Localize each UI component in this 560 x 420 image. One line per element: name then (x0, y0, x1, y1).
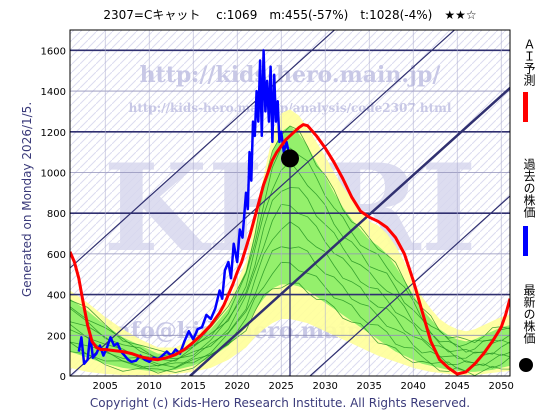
y-tick-label-0: 0 (60, 372, 66, 383)
forecast-band-line-5 (70, 187, 510, 360)
x-tick-label-2040: 2040 (400, 381, 425, 392)
chart-title: 2307=Cキャット c:1069 m:455(-57%) t:1028(-4%… (103, 8, 477, 22)
legend-past-price-swatch (523, 226, 528, 256)
watermark-url: http://kids-hero.main.jp/ (140, 62, 442, 88)
series-past_price (77, 49, 292, 366)
series-ai_forecast (70, 123, 510, 376)
x-tick-label-2045: 2045 (444, 381, 469, 392)
x-tick-label-2050: 2050 (488, 381, 513, 392)
legend-ai-forecast-swatch (523, 92, 528, 122)
plot-frame (69, 29, 511, 377)
latest-price-marker (281, 149, 299, 168)
legend-ai-forecast-label: ＡＩ予測 (522, 38, 536, 86)
legend-latest-price-label: 最新の株価 (522, 284, 536, 344)
y-tick-label-1400: 1400 (41, 87, 66, 98)
x-tick-label-2005: 2005 (92, 381, 117, 392)
tick-labels: 0 200 400 600 800 1000 1200 1400 1600 2005 2010 201… (41, 46, 514, 392)
y-tick-label-200: 200 (47, 331, 66, 342)
copyright-text: Copyright (c) Kids-Hero Research Institu… (89, 396, 471, 410)
x-tick-label-2010: 2010 (136, 381, 161, 392)
series-group (70, 49, 510, 376)
forecast-band-line-3 (70, 221, 510, 368)
forecast-band-line-8 (70, 125, 510, 356)
latest-marker-group (281, 149, 299, 376)
y-tick-label-1200: 1200 (41, 128, 66, 139)
legend-latest-price-dot (519, 358, 533, 372)
trend-line-3 (309, 195, 510, 376)
y-tick-label-600: 600 (47, 250, 66, 261)
y-tick-label-400: 400 (47, 291, 66, 302)
forecast-band-line-6 (70, 161, 510, 362)
x-tick-label-2030: 2030 (312, 381, 337, 392)
legend-past-price-label: 過去の株価 (522, 158, 536, 218)
y-tick-label-800: 800 (47, 209, 66, 220)
y-tick-label-1000: 1000 (41, 168, 66, 179)
forecast-band-line-4 (70, 203, 510, 367)
y-tick-label-1600: 1600 (41, 46, 66, 57)
forecast-band-line-2 (70, 246, 510, 368)
x-tick-label-2025: 2025 (268, 381, 293, 392)
generated-date-label: Generated on Monday 2026/1/5. (20, 101, 34, 297)
trend-line-0 (70, 30, 336, 269)
x-tick-label-2015: 2015 (180, 381, 205, 392)
x-tick-label-2020: 2020 (224, 381, 249, 392)
x-tick-label-2035: 2035 (356, 381, 381, 392)
trend-line-2 (189, 86, 510, 376)
